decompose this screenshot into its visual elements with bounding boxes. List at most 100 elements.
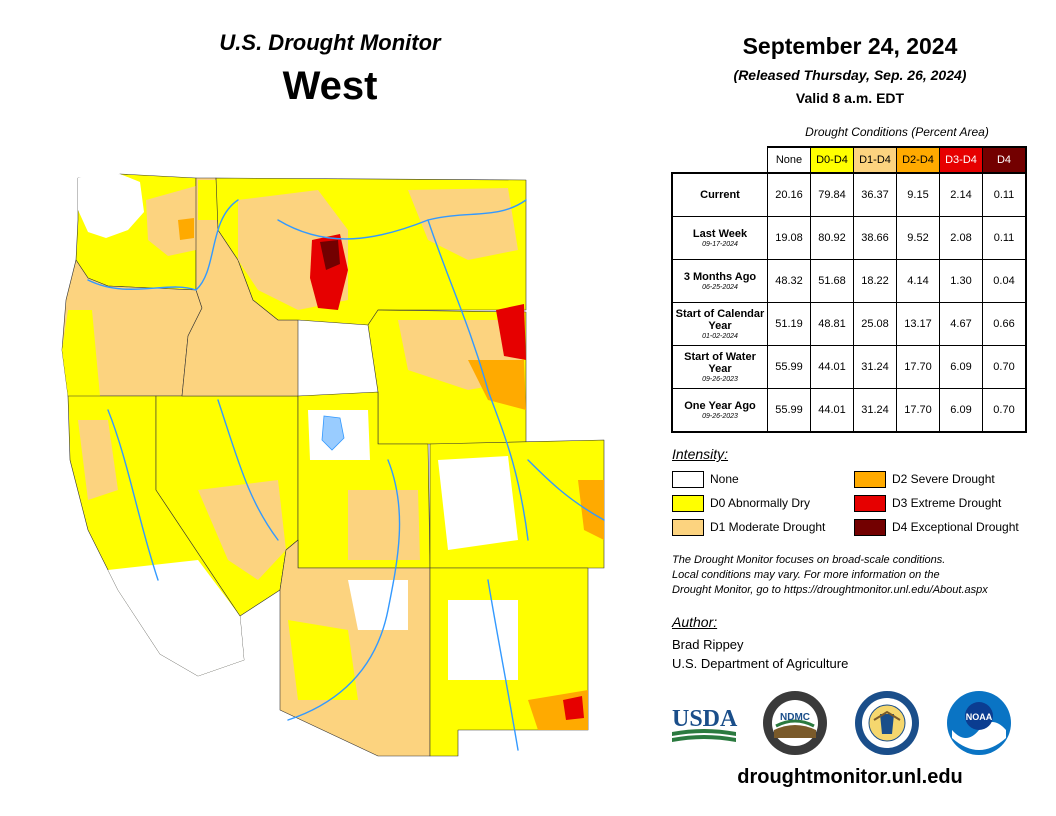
table-corner	[672, 147, 768, 173]
table-cell: 79.84	[810, 172, 854, 217]
row-label: Start of Water Year 09-26-2023	[671, 345, 768, 389]
usda-logo-text: USDA	[672, 706, 738, 732]
table-cell: 51.68	[810, 259, 854, 303]
row-date: 09-26-2023	[702, 375, 738, 383]
row-label-text: Start of Water Year	[684, 350, 756, 375]
legend-item: D4 Exceptional Drought	[854, 519, 1019, 537]
table-cell: 0.11	[982, 216, 1027, 260]
table-cell: 0.66	[982, 302, 1027, 346]
website-url[interactable]: droughtmonitor.unl.edu	[737, 766, 963, 788]
table-cell: 1.30	[939, 259, 983, 303]
ndmc-logo-text: NDMC	[780, 712, 810, 723]
table-cell: 18.22	[853, 259, 897, 303]
legend-swatch	[672, 471, 704, 489]
author-title: Author:	[672, 614, 718, 630]
noaa-logo-text: NOAA	[966, 712, 993, 722]
table-cell: 36.37	[853, 172, 897, 217]
table-cell: 2.14	[939, 172, 983, 217]
table-cell: 44.01	[810, 345, 854, 389]
row-label-text: 3 Months Ago	[683, 270, 757, 283]
legend-swatch	[854, 519, 886, 537]
table-cell: 0.04	[982, 259, 1027, 303]
legend-item: D1 Moderate Drought	[672, 519, 825, 537]
author-organization: U.S. Department of Agriculture	[672, 656, 849, 671]
valid-time: Valid 8 a.m. EDT	[795, 90, 905, 106]
row-label: Current	[671, 172, 768, 217]
table-cell: 20.16	[767, 172, 811, 217]
table-cell: 4.67	[939, 302, 983, 346]
table-row: One Year Ago 09-26-2023 55.99 44.01 31.24 17.…	[671, 388, 1027, 433]
col-header: D3-D4	[939, 146, 983, 174]
legend-item: D2 Severe Drought	[854, 471, 995, 489]
col-header: D1-D4	[853, 146, 897, 174]
row-label-text: Current	[700, 189, 740, 201]
legend-swatch	[854, 495, 886, 513]
table-row: Start of Calendar Year 01-02-2024 51.19 48.…	[671, 302, 1027, 346]
table-caption: Drought Conditions (Percent Area)	[805, 125, 989, 139]
row-date: 09-26-2023	[702, 412, 738, 420]
row-label-text: Last Week	[692, 227, 748, 240]
table-cell: 2.08	[939, 216, 983, 260]
table-cell: 31.24	[853, 388, 897, 433]
map-subtitle: U.S. Drought Monitor	[219, 30, 441, 55]
map-date: September 24, 2024	[742, 33, 958, 59]
legend-item: D3 Extreme Drought	[854, 495, 1002, 513]
legend-label: D4 Exceptional Drought	[892, 520, 1019, 534]
col-header: D0-D4	[810, 146, 854, 174]
row-label: Start of Calendar Year 01-02-2024	[671, 302, 768, 346]
drought-conditions-table: None D0-D4 D1-D4 D2-D4 D3-D4 D4 Current 2…	[671, 146, 1027, 433]
legend-label: D2 Severe Drought	[892, 472, 995, 486]
table-cell: 17.70	[896, 388, 940, 433]
region-title: West	[282, 64, 378, 108]
row-label-text: One Year Ago	[684, 399, 756, 412]
row-date: 09-17-2024	[702, 240, 738, 248]
legend-item: None	[672, 471, 739, 489]
note-line: The Drought Monitor focuses on broad-sca…	[672, 554, 946, 566]
legend-swatch	[672, 519, 704, 537]
table-cell: 19.08	[767, 216, 811, 260]
table-cell: 0.70	[982, 345, 1027, 389]
col-header: None	[767, 146, 811, 174]
table-cell: 9.15	[896, 172, 940, 217]
table-cell: 51.19	[767, 302, 811, 346]
legend-item: D0 Abnormally Dry	[672, 495, 811, 513]
commerce-seal-logo	[855, 691, 919, 755]
table-row: Last Week 09-17-2024 19.08 80.92 38.66 9.52 2.…	[671, 216, 1027, 260]
table-cell: 38.66	[853, 216, 897, 260]
drought-map	[61, 173, 605, 757]
table-cell: 55.99	[767, 345, 811, 389]
legend-swatch	[672, 495, 704, 513]
table-cell: 6.09	[939, 345, 983, 389]
row-label-text: Start of Calendar Year	[675, 307, 765, 332]
table-cell: 17.70	[896, 345, 940, 389]
col-header: D2-D4	[896, 146, 940, 174]
table-header-row: None D0-D4 D1-D4 D2-D4 D3-D4 D4	[672, 146, 1027, 174]
drought-monitor-note: The Drought Monitor focuses on broad-sca…	[672, 553, 1042, 598]
table-cell: 80.92	[810, 216, 854, 260]
legend-label: D0 Abnormally Dry	[710, 496, 811, 510]
legend-label: None	[710, 472, 739, 486]
row-date: 06-25-2024	[702, 283, 738, 291]
table-cell: 31.24	[853, 345, 897, 389]
legend-title: Intensity:	[672, 446, 729, 462]
row-label: 3 Months Ago 06-25-2024	[671, 259, 768, 303]
table-cell: 55.99	[767, 388, 811, 433]
legend-swatch	[854, 471, 886, 489]
table-row: Current 20.16 79.84 36.37 9.15 2.14 0.11	[671, 172, 1027, 217]
usda-logo: USDA	[672, 706, 738, 742]
table-cell: 25.08	[853, 302, 897, 346]
table-cell: 6.09	[939, 388, 983, 433]
col-header: D4	[982, 146, 1027, 174]
table-row: 3 Months Ago 06-25-2024 48.32 51.68 18.22 4.1…	[671, 259, 1027, 303]
legend-label: D3 Extreme Drought	[892, 496, 1002, 510]
table-cell: 48.81	[810, 302, 854, 346]
note-line: Local conditions may vary. For more info…	[672, 569, 940, 581]
table-cell: 13.17	[896, 302, 940, 346]
table-cell: 0.11	[982, 172, 1027, 217]
table-cell: 48.32	[767, 259, 811, 303]
author-name: Brad Rippey	[672, 637, 744, 652]
table-row: Start of Water Year 09-26-2023 55.99 44.01 3…	[671, 345, 1027, 389]
table-cell: 9.52	[896, 216, 940, 260]
table-cell: 44.01	[810, 388, 854, 433]
row-label: One Year Ago 09-26-2023	[671, 388, 768, 433]
